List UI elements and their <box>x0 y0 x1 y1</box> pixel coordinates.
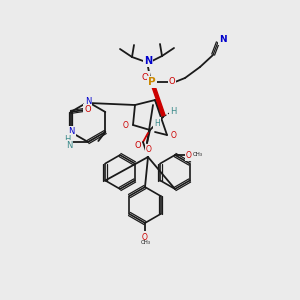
Text: O: O <box>123 121 129 130</box>
Text: CH₃: CH₃ <box>193 152 203 158</box>
Text: CH₃: CH₃ <box>141 239 151 244</box>
Text: N: N <box>68 128 75 136</box>
Polygon shape <box>151 83 165 116</box>
Text: H: H <box>64 134 70 143</box>
Text: N: N <box>66 142 72 151</box>
Text: H: H <box>170 106 176 116</box>
Text: H: H <box>154 118 160 127</box>
Text: N: N <box>219 34 227 43</box>
Text: P: P <box>148 77 156 87</box>
Text: O: O <box>135 140 141 149</box>
Text: N: N <box>144 56 152 66</box>
Text: N: N <box>85 98 91 106</box>
Text: O: O <box>142 232 148 242</box>
Text: O: O <box>186 151 192 160</box>
Text: O: O <box>84 106 91 115</box>
Text: O: O <box>169 76 175 85</box>
Text: O: O <box>142 73 148 82</box>
Text: O: O <box>171 130 177 140</box>
Text: O: O <box>146 146 152 154</box>
